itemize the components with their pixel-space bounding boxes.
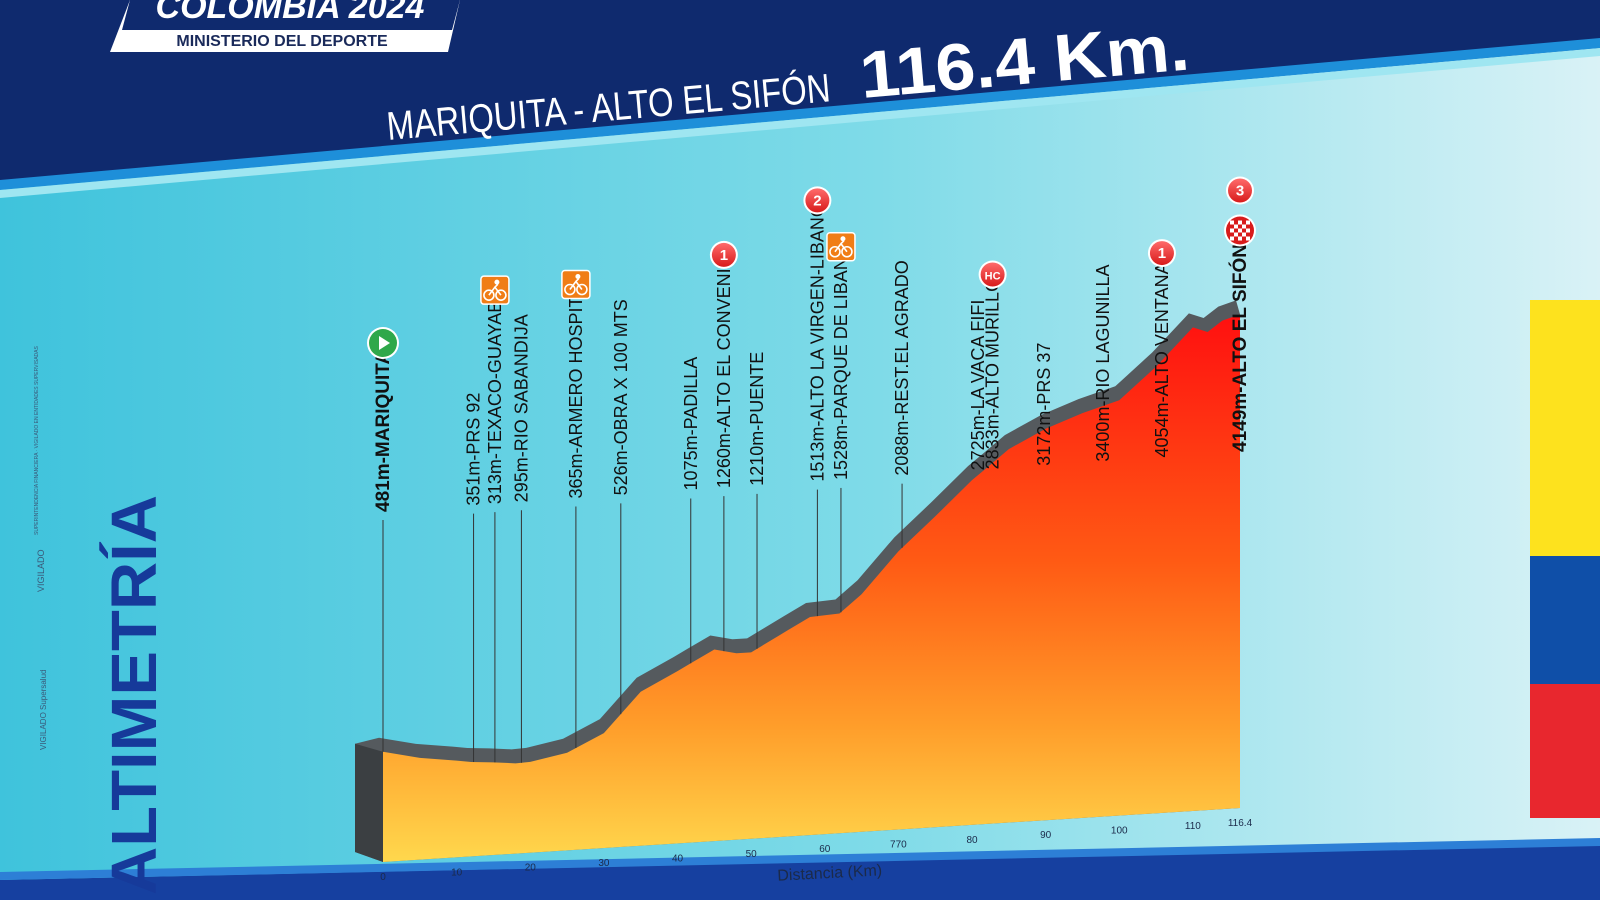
climb-category-badge-text: 2 (813, 192, 821, 209)
finish-check-cell (1242, 224, 1246, 229)
x-tick-label: 10 (451, 867, 463, 878)
flag-red (1530, 684, 1600, 818)
climb-hc-badge (980, 262, 1005, 287)
waypoint-label: 1075m-PADILLA (681, 357, 701, 491)
play-icon (379, 336, 390, 350)
bottom-band-light (0, 838, 1600, 880)
side-title: ALTIMETRÍA (98, 495, 170, 895)
x-tick-label: 60 (819, 844, 831, 855)
climb-category-badge (1149, 241, 1174, 266)
waypoint-label: 3172m-PRS 37 (1034, 343, 1054, 466)
finish-check-cell (1238, 220, 1242, 225)
flag-yellow (1530, 300, 1600, 556)
finish-check-cell (1230, 228, 1234, 233)
finish-check-cell (1234, 224, 1238, 229)
rider-body-icon (488, 283, 502, 296)
logo-text: COLOMBIA 2024 (156, 0, 425, 26)
climb-category-badge (711, 242, 736, 267)
x-tick-label: 40 (672, 853, 684, 864)
waypoint-label: 365m-ARMERO HOSPITAL (566, 276, 586, 499)
climb-category-badge-text: 1 (720, 247, 728, 264)
x-tick-label: 90 (1040, 830, 1052, 841)
rider-head-icon (840, 236, 846, 242)
climb-category-badge (1228, 178, 1252, 203)
x-tick-label: 116.4 (1228, 818, 1253, 829)
finish-check-cell (1230, 236, 1234, 241)
finish-check-cell (1238, 236, 1242, 241)
profile-area (383, 314, 1240, 862)
bike-wheel-icon (564, 283, 576, 296)
finish-check-cell (1242, 232, 1246, 237)
waypoint-label: 1260m-ALTO EL CONVENIO (714, 254, 734, 488)
bike-wheel-icon (829, 245, 841, 258)
climb-category-badge-text: 1 (1158, 245, 1166, 262)
climb-hc-badge-text: HC (985, 271, 1001, 283)
x-tick-label: 30 (598, 858, 610, 869)
waypoint-label: 4054m-ALTO VENTANAS (1152, 250, 1172, 457)
bike-wheel-icon (841, 245, 853, 258)
waypoint-label: 2725m-LA VACA FIFI (968, 300, 988, 471)
waypoint-label: 4149m-ALTO EL SIFÓN (1229, 244, 1251, 452)
bike-wheel-icon (483, 289, 495, 301)
waypoint-label: 1528m-PARQUE DE LIBANO (831, 243, 851, 480)
sprint-bike-icon (826, 231, 856, 262)
waypoint-label: 1513m-ALTO LA VIRGEN-LIBANO (807, 203, 827, 481)
finish-check-cell (1246, 228, 1250, 233)
finish-check-cell (1246, 220, 1250, 225)
waypoint-label: 351m-PRS 92 (464, 393, 484, 506)
flag-blue (1530, 556, 1600, 684)
finish-check-cell (1246, 236, 1250, 241)
waypoint-label: 295m-RIO SABANDIJA (511, 314, 531, 502)
climb-category-badge-text: 3 (1236, 183, 1244, 200)
x-tick-label: 50 (746, 849, 758, 860)
sprint-bike-icon (561, 269, 591, 300)
vigilado-label: VIGILADO (36, 549, 46, 592)
waypoint-label: 1210m-PUENTE (747, 352, 767, 486)
panel-stripe-top-2 (0, 48, 1600, 198)
fine-print: SUPERINTENDENCIA FINANCIERA · VIGILADO E… (34, 345, 40, 535)
x-axis-title: Distancia (Km) (777, 862, 883, 884)
waypoint-label: 3400m-RIO LAGUNILLA (1093, 265, 1113, 462)
supersalud-label: VIGILADO Supersalud (39, 670, 48, 750)
rider-body-icon (569, 277, 583, 290)
sprint-bike-icon (480, 275, 510, 305)
bike-wheel-icon (576, 283, 588, 296)
ministry-label: MINISTERIO DEL DEPORTE (176, 33, 388, 50)
brand-logo: COLOMBIA 2024 MINISTERIO DEL DEPORTE (110, 0, 460, 52)
waypoint-label: 2833m-ALTO MURILLO (983, 278, 1003, 469)
x-tick-label: 770 (890, 840, 907, 851)
bike-wheel-icon (495, 289, 507, 301)
x-tick-label: 100 (1111, 826, 1128, 837)
waypoint-label: 481m-MARIQUITA (373, 351, 394, 512)
panel-stripe-top (0, 38, 1600, 190)
finish-check-cell (1238, 228, 1242, 233)
x-tick-label: 20 (525, 863, 537, 874)
elevation-chart: 0 10 20 30 40 50 60 770 80 90 100 110 116.4 Distancia… (355, 176, 1256, 885)
waypoint-label: 526m-OBRA X 100 MTS (611, 299, 631, 495)
bottom-band (0, 845, 1600, 900)
rider-head-icon (575, 273, 581, 279)
waypoint-label: 313m-TEXACO-GUAYABAL (485, 279, 505, 504)
rider-body-icon (834, 240, 848, 253)
climb-category-badge (805, 188, 830, 213)
finish-check-cell (1234, 232, 1238, 237)
x-tick-label: 80 (966, 835, 978, 846)
profile-side-wall (355, 743, 383, 862)
rider-head-icon (494, 279, 500, 285)
x-tick-label: 110 (1185, 821, 1201, 832)
finish-check-cell (1230, 220, 1234, 225)
x-tick-label: 0 (380, 872, 386, 883)
waypoint-label: 2088m-REST.EL AGRADO (892, 260, 912, 475)
